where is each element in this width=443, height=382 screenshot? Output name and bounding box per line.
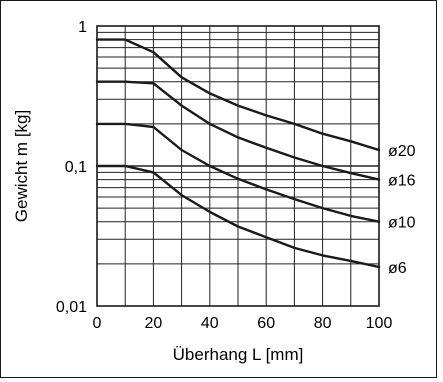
plot-border — [96, 25, 380, 307]
y-axis-title: Gewicht m [kg] — [12, 110, 31, 222]
series-line — [95, 164, 381, 269]
x-tick-labels: 0 20 40 60 80 100 — [93, 315, 393, 332]
series-label: ø10 — [388, 215, 416, 232]
x-tick-label: 20 — [145, 315, 163, 332]
x-tick-label: 80 — [314, 315, 332, 332]
series-label: ø16 — [388, 173, 416, 190]
series-line — [95, 38, 381, 152]
y-tick-label: 1 — [78, 19, 87, 36]
grid — [97, 26, 379, 306]
series-labels: ø20 ø16 ø10 ø6 — [388, 143, 416, 277]
series-label: ø20 — [388, 143, 416, 160]
x-tick-label: 40 — [201, 315, 219, 332]
y-tick-label: 0,01 — [56, 299, 87, 316]
x-tick-label: 60 — [257, 315, 275, 332]
y-tick-label: 0,1 — [65, 159, 87, 176]
y-tick-labels: 0,01 0,1 1 — [56, 19, 87, 316]
chart-frame — [0, 0, 437, 378]
x-axis-title: Überhang L [mm] — [173, 345, 304, 364]
x-tick-label: 0 — [93, 315, 102, 332]
series-line — [95, 122, 381, 223]
series-label: ø6 — [388, 260, 407, 277]
x-tick-label: 100 — [366, 315, 393, 332]
series-line — [95, 80, 381, 181]
series-lines — [95, 38, 381, 269]
